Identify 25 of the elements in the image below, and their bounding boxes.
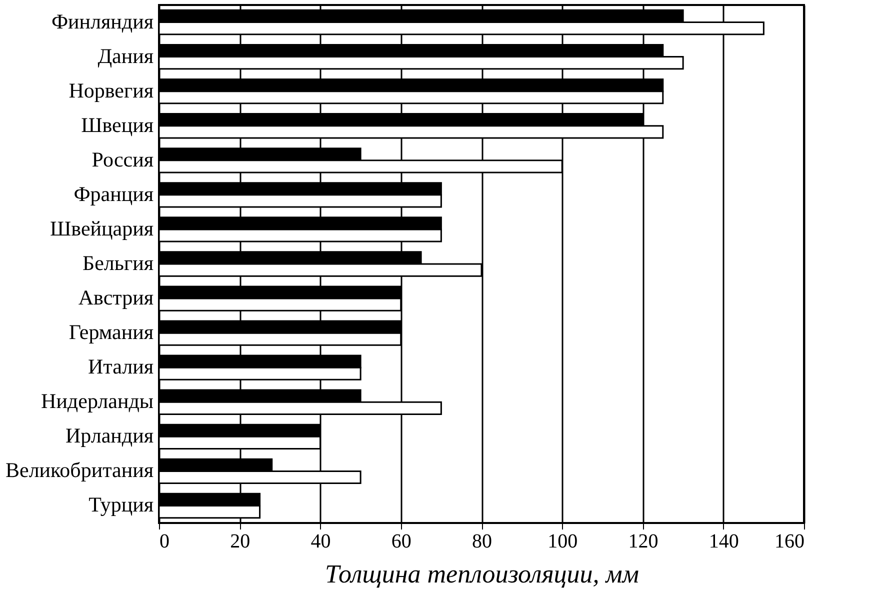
y-tick-label: Австрия bbox=[78, 286, 154, 310]
y-tick-label: Швеция bbox=[81, 112, 154, 137]
x-tick-label: 80 bbox=[472, 530, 492, 552]
y-tick-label: Франция bbox=[74, 182, 154, 206]
y-tick-label: Финляндия bbox=[51, 9, 154, 34]
y-tick-label: Великобритания bbox=[6, 458, 154, 482]
x-tick-label: 60 bbox=[391, 530, 412, 552]
x-tick-label: 100 bbox=[548, 530, 578, 552]
y-tick-label: Дания bbox=[98, 44, 154, 68]
y-tick-label: Ирландия bbox=[65, 424, 154, 448]
x-tick-label: 0 bbox=[160, 530, 170, 552]
y-tick-label: Норвегия bbox=[68, 78, 154, 102]
x-tick-label: 160 bbox=[774, 530, 804, 552]
y-tick-label: Швейцария bbox=[50, 216, 154, 240]
y-tick-label: Нидерланды bbox=[41, 389, 154, 414]
x-axis-title: Толщина теплоизоляции, мм bbox=[325, 560, 639, 588]
y-tick-label: Россия bbox=[92, 147, 154, 172]
x-tick-label: 120 bbox=[628, 530, 658, 552]
y-tick-label: Бельгия bbox=[82, 251, 154, 275]
x-tick-label: 40 bbox=[310, 530, 331, 552]
y-tick-label: Турция bbox=[88, 492, 154, 517]
x-tick-label: 20 bbox=[230, 530, 250, 552]
y-tick-label: Италия bbox=[88, 354, 154, 379]
x-tick-label: 140 bbox=[708, 530, 739, 552]
y-tick-label: Германия bbox=[68, 320, 154, 344]
